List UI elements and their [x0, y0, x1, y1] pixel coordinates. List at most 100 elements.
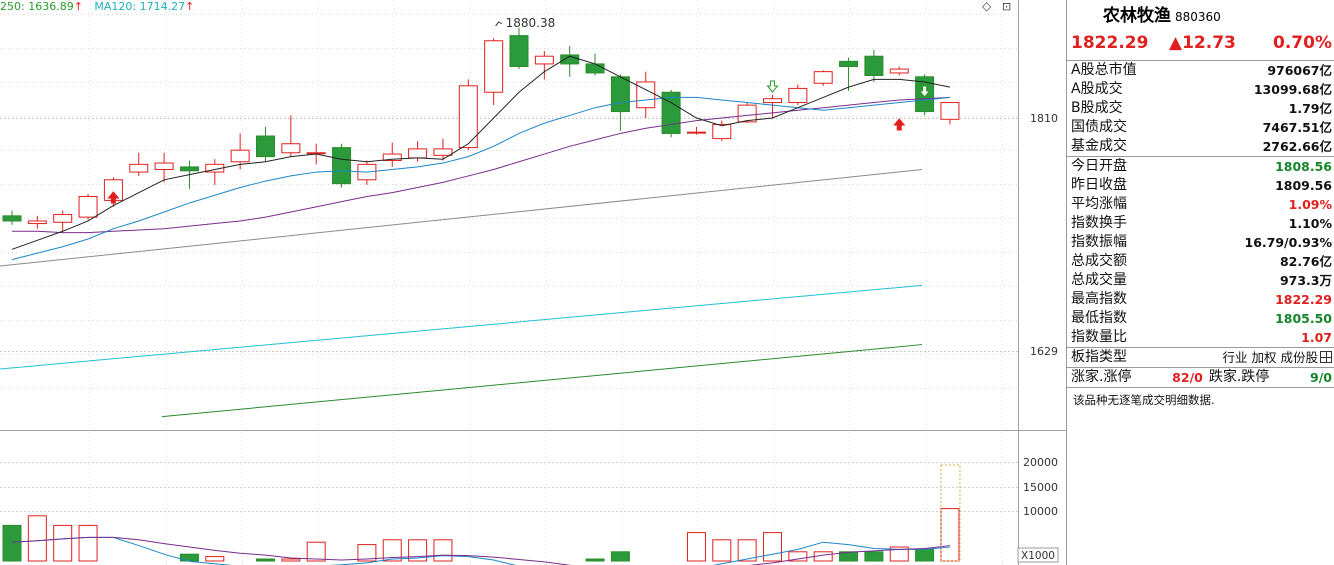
- candle-body: [661, 91, 681, 134]
- stat-label: 指数振幅: [1071, 234, 1127, 250]
- current-price: 1822.29: [1071, 33, 1149, 53]
- divider: [1067, 367, 1334, 368]
- stat-row: B股成交 1.79亿: [1067, 99, 1334, 118]
- volume-bar: [408, 539, 428, 562]
- volume-bar: [686, 532, 706, 562]
- candle: [737, 102, 757, 124]
- down-label: 跌家.跌停: [1208, 369, 1270, 385]
- divider: [1067, 347, 1334, 348]
- candle: [433, 138, 453, 161]
- volume-bar: [433, 539, 453, 562]
- candle-body: [230, 149, 250, 163]
- volume-bar: [53, 524, 73, 562]
- kline-chart-area[interactable]: 1880.38 1810 1629 20000 15000 10000 X1000 250:…: [0, 0, 1066, 565]
- grid-icon[interactable]: [1320, 351, 1332, 363]
- volume-bar: [889, 546, 909, 562]
- candle-body: [78, 196, 98, 218]
- volume-bar: [78, 524, 98, 562]
- candle-body: [686, 131, 706, 134]
- stat-row: 基金成交 2762.66亿: [1067, 137, 1334, 156]
- index-code: 880360: [1175, 10, 1221, 24]
- peak-annotation: 1880.38: [506, 16, 556, 30]
- candle-body: [458, 85, 478, 149]
- stat-label: A股总市值: [1071, 62, 1137, 78]
- stat-value: 82.76亿: [1279, 254, 1332, 269]
- candle: [2, 210, 22, 225]
- candle-body: [256, 135, 275, 158]
- candle: [256, 127, 275, 162]
- candle: [78, 193, 98, 220]
- index-type-row: 板指类型 行业 加权 成份股: [1067, 348, 1334, 367]
- volume-unit-box: [1017, 547, 1059, 563]
- candle-body: [712, 123, 732, 140]
- stat-value: 16.79/0.93%: [1244, 235, 1332, 250]
- candle: [205, 159, 225, 185]
- ma20-line: [12, 96, 950, 234]
- stat-label: 指数换手: [1071, 215, 1127, 231]
- diamond-icon[interactable]: ◇: [982, 0, 992, 13]
- candle: [534, 51, 554, 80]
- market-stats: A股总市值 976067亿 A股成交 13099.68亿 B股成交 1.79亿 国债成交 74…: [1067, 61, 1334, 156]
- candle-body: [332, 147, 352, 185]
- stat-value: 1822.29: [1275, 292, 1332, 307]
- candle: [382, 142, 402, 167]
- buy-signal-arrow-icon: [107, 191, 120, 204]
- stat-label: 基金成交: [1071, 138, 1127, 154]
- stat-label: 昨日收盘: [1071, 177, 1127, 193]
- candle: [686, 127, 706, 135]
- volume-unit-label: X1000: [1021, 550, 1055, 562]
- stat-row: 指数振幅 16.79/0.93%: [1067, 233, 1334, 252]
- volume-bar: [357, 544, 377, 562]
- candle-body: [534, 55, 554, 65]
- candle: [864, 49, 884, 82]
- candle: [763, 94, 782, 118]
- kline-chart-svg[interactable]: 1880.38 1810 1629 20000 15000 10000 X1000: [0, 0, 1066, 565]
- current-volume-highlight: [940, 464, 961, 562]
- index-type-value[interactable]: 行业 加权 成份股: [1223, 348, 1332, 367]
- index-name: 农林牧渔: [1103, 6, 1171, 26]
- stat-row: A股总市值 976067亿: [1067, 61, 1334, 80]
- candle: [788, 84, 808, 106]
- candle-body: [408, 148, 428, 159]
- stat-row: A股成交 13099.68亿: [1067, 80, 1334, 99]
- volume-bar: [763, 532, 782, 562]
- candle: [230, 133, 250, 170]
- volume-bar: [2, 524, 22, 562]
- candle: [889, 66, 909, 76]
- down-value: 9/0: [1310, 370, 1332, 385]
- candle-body: [839, 60, 859, 68]
- candle-body: [889, 68, 909, 74]
- up-label: 涨家.涨停: [1071, 369, 1132, 385]
- candle-body: [484, 40, 504, 93]
- index-stats: 今日开盘 1808.56 昨日收盘 1809.56 平均涨幅 1.09% 指数换手 1.10%…: [1067, 157, 1334, 347]
- candle: [154, 152, 174, 183]
- up-down-row: 涨家.涨停 82/0 跌家.跌停 9/0: [1067, 368, 1334, 387]
- stat-value: 1.09%: [1288, 197, 1332, 212]
- index-title: 农林牧渔 880360: [1067, 0, 1334, 26]
- candle-body: [2, 215, 22, 222]
- volume-bar: [737, 539, 757, 562]
- candle: [27, 215, 47, 229]
- ma-legend: 250: 1636.89↑ MA120: 1714.27↑: [0, 0, 202, 13]
- price-change: ▲12.73: [1169, 33, 1236, 53]
- volume-bar: [205, 556, 225, 562]
- volume-tick-label: 10000: [1023, 505, 1058, 518]
- candle-body: [737, 104, 757, 123]
- price-row: 1822.29 ▲12.73 0.70%: [1067, 26, 1334, 60]
- stat-row: 平均涨幅 1.09%: [1067, 195, 1334, 214]
- stat-row: 最高指数 1822.29: [1067, 290, 1334, 309]
- info-panel: 农林牧渔 880360 1822.29 ▲12.73 0.70% A股总市值 97…: [1066, 0, 1334, 565]
- candle-body: [154, 162, 174, 170]
- volume-bar: [915, 548, 935, 562]
- index-type-label: 板指类型: [1071, 349, 1127, 365]
- candle: [661, 89, 681, 138]
- candle-body: [129, 163, 149, 173]
- buy-signal-arrow-icon: [893, 118, 906, 131]
- candle-body: [864, 55, 884, 77]
- volume-bar: [712, 539, 732, 562]
- stat-label: 总成交额: [1071, 253, 1127, 269]
- volume-bar: [940, 508, 960, 562]
- sell-signal-arrow-icon: [918, 85, 931, 98]
- settings-square-icon[interactable]: ⊡: [1002, 0, 1012, 13]
- volume-bar: [585, 558, 605, 562]
